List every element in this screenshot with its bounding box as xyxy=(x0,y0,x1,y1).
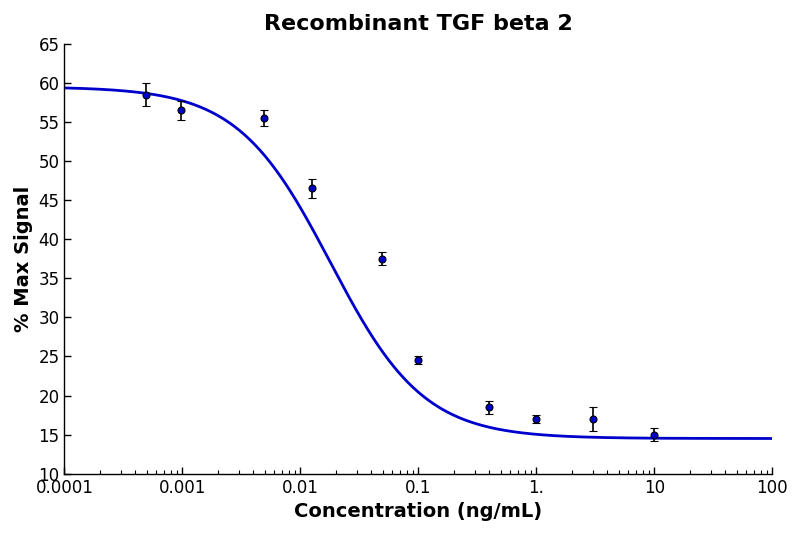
Y-axis label: % Max Signal: % Max Signal xyxy=(14,186,33,332)
X-axis label: Concentration (ng/mL): Concentration (ng/mL) xyxy=(294,502,542,521)
Title: Recombinant TGF beta 2: Recombinant TGF beta 2 xyxy=(264,14,573,34)
